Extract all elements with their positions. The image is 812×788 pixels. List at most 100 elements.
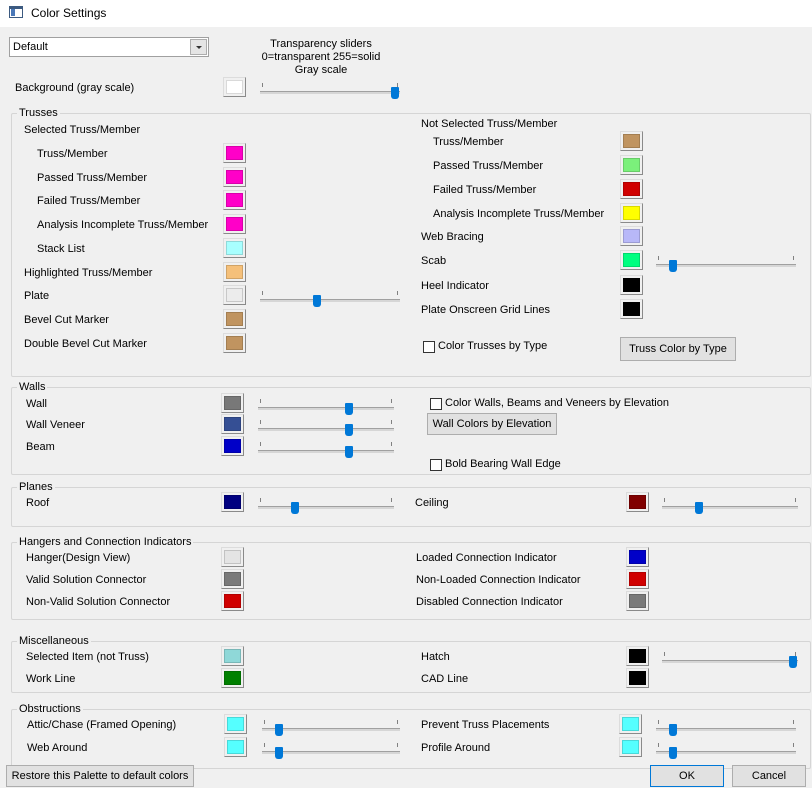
work-line-color-swatch[interactable]: [221, 668, 244, 688]
notsel-truss-member-color-swatch[interactable]: [620, 131, 643, 151]
wall-veneer-color-swatch[interactable]: [221, 414, 244, 434]
slider-tick: [260, 442, 261, 446]
slider-track: [662, 660, 798, 663]
valid-connector-color-swatch[interactable]: [221, 569, 244, 589]
slider-thumb[interactable]: [669, 260, 678, 272]
cancel-button[interactable]: Cancel: [732, 765, 806, 787]
plate-color-swatch[interactable]: [223, 285, 246, 305]
profile-around-transparency-slider[interactable]: [656, 743, 796, 763]
slider-thumb[interactable]: [669, 747, 678, 759]
slider-thumb[interactable]: [345, 403, 354, 415]
prevent-truss-placements-transparency-slider[interactable]: [656, 720, 796, 740]
hanger-color-swatch[interactable]: [221, 547, 244, 567]
plate-transparency-slider[interactable]: [260, 291, 400, 311]
double-bevel-cut-color-swatch[interactable]: [223, 333, 246, 353]
slider-thumb[interactable]: [390, 87, 399, 99]
slider-track: [262, 751, 400, 754]
wall-label: Wall: [26, 398, 47, 410]
scab-label: Scab: [421, 255, 447, 267]
hatch-color-swatch[interactable]: [626, 646, 649, 666]
slider-tick: [264, 743, 265, 747]
scab-color-swatch[interactable]: [620, 250, 643, 270]
beam-color-swatch[interactable]: [221, 436, 244, 456]
disabled-indicator-label: Disabled Connection Indicator: [416, 596, 563, 608]
web-around-transparency-slider[interactable]: [262, 743, 400, 763]
slider-tick: [793, 743, 794, 747]
prevent-truss-placements-color-swatch[interactable]: [619, 714, 642, 734]
restore-defaults-button[interactable]: Restore this Palette to default colors: [6, 765, 194, 787]
highlighted-color-swatch[interactable]: [223, 262, 246, 282]
heel-indicator-label: Heel Indicator: [421, 280, 489, 292]
notsel-analysis-incomplete-color-swatch[interactable]: [620, 203, 643, 223]
sel-analysis-incomplete-color-swatch[interactable]: [223, 214, 246, 234]
roof-transparency-slider[interactable]: [258, 498, 394, 518]
chevron-down-icon[interactable]: [190, 39, 207, 55]
slider-tick: [793, 720, 794, 724]
slider-track: [262, 728, 400, 731]
slider-track: [258, 506, 394, 509]
slider-tick: [391, 442, 392, 446]
hatch-transparency-slider[interactable]: [662, 652, 798, 672]
stack-list-label: Stack List: [37, 243, 85, 255]
sel-failed-label: Failed Truss/Member: [37, 195, 141, 207]
slider-thumb[interactable]: [345, 446, 354, 458]
roof-color-swatch[interactable]: [221, 492, 244, 512]
background-color-swatch[interactable]: [223, 77, 246, 97]
cad-line-color-swatch[interactable]: [626, 668, 649, 688]
web-bracing-color-swatch[interactable]: [620, 226, 643, 246]
profile-around-color-swatch[interactable]: [619, 737, 642, 757]
plate-grid-lines-color-swatch[interactable]: [620, 299, 643, 319]
wall-color-swatch[interactable]: [221, 393, 244, 413]
ok-button[interactable]: OK: [650, 765, 724, 787]
attic-chase-transparency-slider[interactable]: [262, 720, 400, 740]
slider-thumb[interactable]: [275, 724, 283, 736]
nonloaded-indicator-color-swatch[interactable]: [626, 569, 649, 589]
slider-thumb[interactable]: [345, 424, 354, 436]
double-bevel-cut-label: Double Bevel Cut Marker: [24, 338, 147, 350]
ceiling-color-swatch[interactable]: [626, 492, 649, 512]
beam-transparency-slider[interactable]: [258, 442, 394, 462]
truss-color-by-type-button[interactable]: Truss Color by Type: [620, 337, 736, 361]
sel-passed-color-swatch[interactable]: [223, 167, 246, 187]
walls-group-title: Walls: [17, 381, 48, 393]
app-window-icon: [9, 6, 23, 18]
heel-indicator-color-swatch[interactable]: [620, 275, 643, 295]
trusses-group: [11, 113, 811, 377]
hint-line: 0=transparent 255=solid: [261, 51, 381, 63]
slider-thumb[interactable]: [695, 502, 704, 514]
notsel-passed-color-swatch[interactable]: [620, 155, 643, 175]
stack-list-color-swatch[interactable]: [223, 238, 246, 258]
attic-chase-color-swatch[interactable]: [224, 714, 247, 734]
slider-thumb[interactable]: [312, 295, 321, 307]
disabled-indicator-color-swatch[interactable]: [626, 591, 649, 611]
nonvalid-connector-color-swatch[interactable]: [221, 591, 244, 611]
hangers-group: [11, 542, 811, 620]
notsel-failed-color-swatch[interactable]: [620, 179, 643, 199]
web-around-color-swatch[interactable]: [224, 737, 247, 757]
slider-thumb[interactable]: [291, 502, 300, 514]
loaded-indicator-color-swatch[interactable]: [626, 547, 649, 567]
ceiling-transparency-slider[interactable]: [662, 498, 798, 518]
wall-veneer-transparency-slider[interactable]: [258, 420, 394, 440]
slider-tick: [795, 652, 796, 656]
palette-select[interactable]: Default: [9, 37, 209, 57]
scab-transparency-slider[interactable]: [656, 256, 796, 276]
background-transparency-slider[interactable]: [260, 83, 400, 103]
wall-veneer-label: Wall Veneer: [26, 419, 85, 431]
color-by-elevation-checkbox[interactable]: [430, 398, 442, 410]
wall-colors-by-elevation-button[interactable]: Wall Colors by Elevation: [427, 413, 557, 435]
slider-thumb[interactable]: [275, 747, 283, 759]
bold-bearing-wall-edge-checkbox[interactable]: [430, 459, 442, 471]
sel-failed-color-swatch[interactable]: [223, 190, 246, 210]
slider-thumb[interactable]: [788, 656, 797, 668]
profile-around-label: Profile Around: [421, 742, 491, 754]
slider-tick: [264, 720, 265, 724]
slider-thumb[interactable]: [669, 724, 678, 736]
slider-tick: [793, 256, 794, 260]
bevel-cut-color-swatch[interactable]: [223, 309, 246, 329]
wall-transparency-slider[interactable]: [258, 399, 394, 419]
color-trusses-by-type-checkbox[interactable]: [423, 341, 435, 353]
sel-truss-member-color-swatch[interactable]: [223, 143, 246, 163]
selected-item-color-swatch[interactable]: [221, 646, 244, 666]
bold-bearing-wall-edge-label: Bold Bearing Wall Edge: [445, 458, 561, 470]
